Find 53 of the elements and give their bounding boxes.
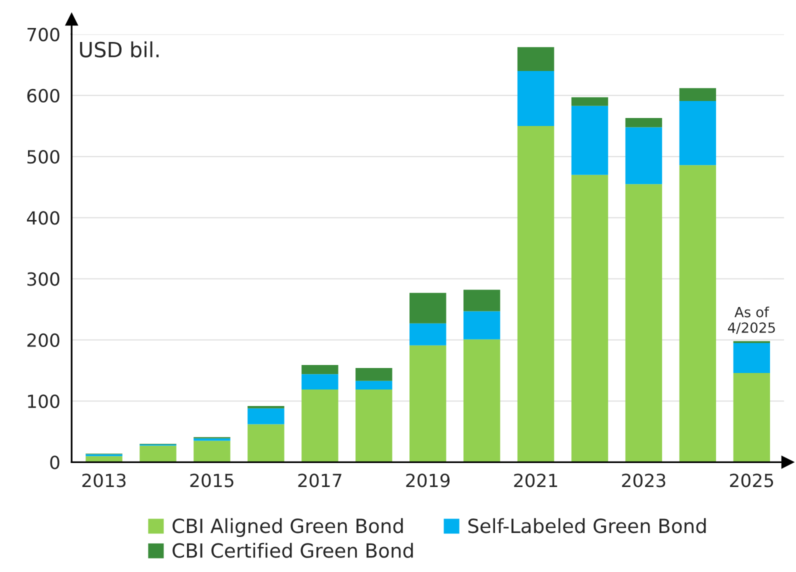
legend-label: Self-Labeled Green Bond [468, 518, 706, 534]
bar [248, 424, 284, 462]
bar [571, 174, 608, 462]
y-tick-label: 500 [27, 150, 60, 164]
x-tick-label: 2023 [622, 474, 666, 488]
bar [302, 389, 338, 462]
bar [356, 368, 392, 381]
bar [571, 106, 608, 175]
bar [248, 406, 284, 408]
y-tick-label: 700 [28, 28, 60, 42]
bar [517, 126, 554, 462]
y-tick-label: 0 [50, 456, 60, 470]
y-tick-label: 200 [27, 333, 60, 348]
bar [410, 345, 446, 462]
bar [86, 456, 122, 462]
x-tick-label: 2015 [190, 474, 234, 488]
bar [302, 374, 338, 390]
x-tick-label: 2025 [730, 474, 774, 488]
annotation: As of 4/2025 [728, 306, 775, 334]
bar [194, 440, 230, 462]
bar [194, 438, 230, 441]
bar [733, 342, 770, 373]
bar [356, 380, 392, 390]
bar [410, 323, 446, 346]
bar [463, 339, 500, 462]
bar [733, 372, 770, 462]
bar [356, 389, 392, 462]
bar [463, 311, 500, 340]
x-tick-label: 2017 [298, 474, 342, 488]
bar [410, 292, 446, 324]
bar [625, 127, 662, 184]
bar [679, 88, 716, 101]
bar [140, 446, 176, 462]
y-tick-label: 400 [26, 211, 60, 225]
bar [302, 364, 338, 374]
bar [625, 118, 662, 128]
y-tick-label: 300 [27, 272, 60, 286]
y-tick-label: 600 [27, 88, 60, 103]
x-tick-label: 2021 [514, 474, 558, 488]
bar [463, 290, 500, 312]
bar [517, 47, 554, 71]
bar [679, 100, 716, 166]
x-tick-label: 2019 [406, 474, 450, 488]
bar [248, 408, 284, 424]
bar [625, 184, 662, 462]
legend-label: CBI Certified Green Bond [172, 542, 413, 558]
bar [679, 165, 716, 462]
bar [571, 97, 608, 106]
bar [517, 70, 554, 126]
x-tick-label: 2013 [82, 474, 126, 488]
y-tick-label: 100 [28, 394, 60, 408]
legend-label: CBI Aligned Green Bond [172, 518, 403, 537]
y-axis-title: USD bil. [80, 41, 159, 58]
